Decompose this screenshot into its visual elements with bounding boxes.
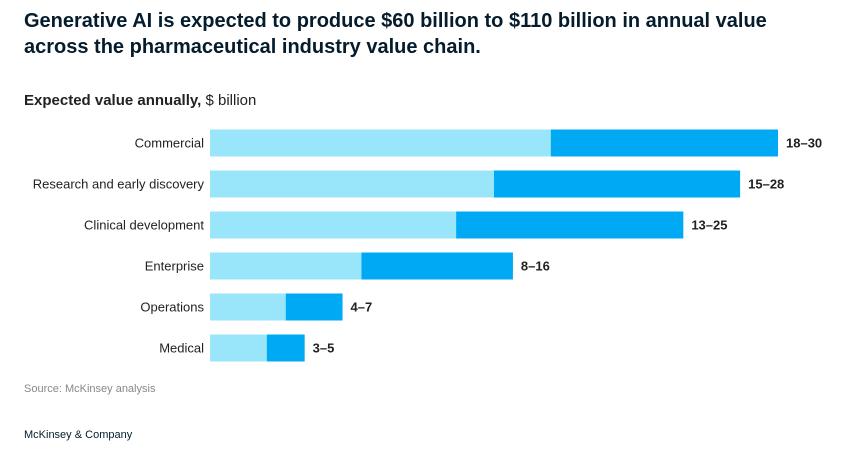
footer: McKinsey & Company	[24, 429, 133, 441]
category-label: Medical	[159, 340, 204, 355]
unit: $ billion	[205, 92, 256, 109]
bar-range	[266, 334, 305, 362]
chart-title: Generative AI is expected to produce $60…	[24, 10, 767, 58]
category-label: Operations	[140, 299, 204, 314]
bar-range	[456, 211, 684, 239]
source: Source: McKinsey analysis	[24, 383, 156, 395]
subtitle-text: Expected value annually,	[24, 92, 201, 109]
value-label: 13–25	[691, 217, 727, 232]
value-label: 15–28	[748, 176, 784, 191]
bar-low	[210, 293, 286, 321]
bar-low	[210, 252, 362, 280]
bar-range	[494, 170, 741, 198]
bar-range	[550, 129, 778, 157]
value-label: 8–16	[521, 258, 550, 273]
value-label: 4–7	[351, 299, 373, 314]
bar-range	[285, 293, 343, 321]
value-label: 18–30	[786, 135, 822, 150]
bar-range	[361, 252, 513, 280]
bar-low	[210, 334, 267, 362]
category-label: Clinical development	[84, 217, 204, 232]
bar-low	[210, 211, 457, 239]
category-label: Research and early discovery	[33, 176, 205, 191]
value-label: 3–5	[313, 340, 335, 355]
bar-low	[210, 129, 551, 157]
subtitle: Expected value annually, $ billion	[24, 92, 256, 109]
bar-low	[210, 170, 494, 198]
category-label: Enterprise	[145, 258, 204, 273]
category-label: Commercial	[135, 135, 204, 150]
